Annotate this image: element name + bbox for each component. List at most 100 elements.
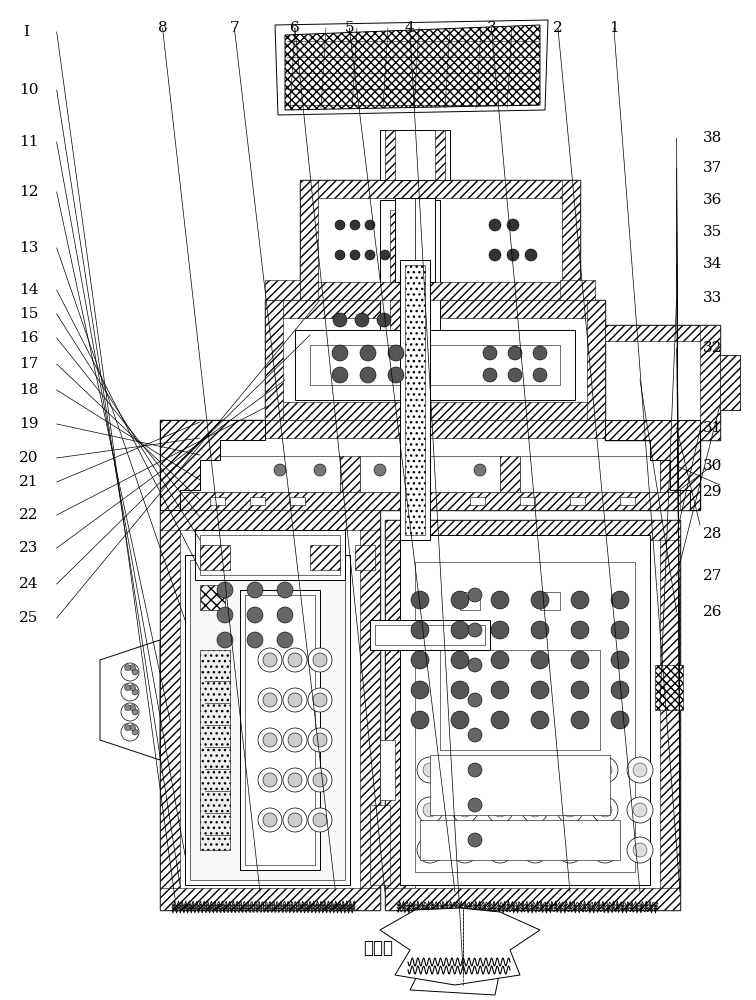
Bar xyxy=(655,665,683,710)
Bar xyxy=(660,456,680,492)
Text: 38: 38 xyxy=(703,131,722,145)
Circle shape xyxy=(350,220,360,230)
Circle shape xyxy=(468,728,482,742)
Text: 36: 36 xyxy=(703,193,723,207)
Bar xyxy=(587,300,605,420)
Bar xyxy=(700,325,720,440)
Circle shape xyxy=(217,632,233,648)
Circle shape xyxy=(132,669,138,675)
Circle shape xyxy=(277,632,293,648)
Text: 18: 18 xyxy=(19,383,39,397)
Circle shape xyxy=(533,368,547,382)
Circle shape xyxy=(611,651,629,669)
Circle shape xyxy=(557,757,583,783)
Circle shape xyxy=(611,711,629,729)
Bar xyxy=(300,282,580,300)
Text: 4: 4 xyxy=(405,21,414,35)
Text: 35: 35 xyxy=(703,225,722,239)
Circle shape xyxy=(125,725,131,731)
Circle shape xyxy=(458,763,472,777)
Circle shape xyxy=(507,249,519,261)
Circle shape xyxy=(557,797,583,823)
Text: 26: 26 xyxy=(703,605,723,619)
Text: 17: 17 xyxy=(19,357,39,371)
Bar xyxy=(605,325,720,341)
Circle shape xyxy=(263,813,277,827)
Circle shape xyxy=(531,591,549,609)
Bar xyxy=(560,280,595,300)
Circle shape xyxy=(332,345,348,361)
Circle shape xyxy=(611,591,629,609)
Bar xyxy=(395,198,435,282)
Circle shape xyxy=(388,367,404,383)
Circle shape xyxy=(313,773,327,787)
Bar xyxy=(160,510,380,910)
Circle shape xyxy=(411,651,429,669)
Circle shape xyxy=(417,757,443,783)
Text: 2: 2 xyxy=(553,21,562,35)
Bar xyxy=(605,424,720,440)
Bar xyxy=(250,497,265,505)
Text: 27: 27 xyxy=(703,569,723,583)
Circle shape xyxy=(493,843,507,857)
Bar xyxy=(570,497,585,505)
Circle shape xyxy=(611,621,629,639)
Bar xyxy=(210,497,225,505)
Bar xyxy=(200,535,340,575)
Bar xyxy=(265,300,605,420)
Bar xyxy=(380,740,395,800)
Circle shape xyxy=(528,843,542,857)
Text: 23: 23 xyxy=(19,541,39,555)
Circle shape xyxy=(491,681,509,699)
Circle shape xyxy=(458,843,472,857)
Polygon shape xyxy=(425,910,500,980)
Circle shape xyxy=(288,653,302,667)
Circle shape xyxy=(627,837,653,863)
Text: 19: 19 xyxy=(19,417,39,431)
Bar xyxy=(195,530,345,580)
Bar xyxy=(200,545,230,570)
Bar xyxy=(420,820,620,860)
Circle shape xyxy=(125,665,131,671)
Circle shape xyxy=(277,607,293,623)
Circle shape xyxy=(508,368,522,382)
Bar xyxy=(360,456,500,492)
Bar xyxy=(190,560,345,880)
Circle shape xyxy=(627,757,653,783)
Circle shape xyxy=(283,728,307,752)
Circle shape xyxy=(451,651,469,669)
Polygon shape xyxy=(285,25,540,110)
Circle shape xyxy=(451,591,469,609)
Bar xyxy=(385,130,395,180)
Text: 5: 5 xyxy=(345,21,354,35)
Circle shape xyxy=(531,651,549,669)
Text: 37: 37 xyxy=(703,161,722,175)
Circle shape xyxy=(129,665,135,671)
Circle shape xyxy=(332,367,348,383)
Circle shape xyxy=(531,681,549,699)
Circle shape xyxy=(274,464,286,476)
Bar xyxy=(415,562,635,872)
Bar xyxy=(660,520,680,910)
Circle shape xyxy=(283,808,307,832)
Circle shape xyxy=(263,693,277,707)
Polygon shape xyxy=(100,640,160,760)
Circle shape xyxy=(350,250,360,260)
Circle shape xyxy=(451,711,469,729)
Bar xyxy=(185,555,350,885)
Bar xyxy=(375,625,485,645)
Circle shape xyxy=(263,653,277,667)
Circle shape xyxy=(491,591,509,609)
Bar xyxy=(360,510,380,910)
Circle shape xyxy=(288,733,302,747)
Bar xyxy=(200,585,225,610)
Bar xyxy=(385,520,680,540)
Circle shape xyxy=(598,763,612,777)
Circle shape xyxy=(452,797,478,823)
Circle shape xyxy=(491,621,509,639)
Circle shape xyxy=(423,763,437,777)
Bar xyxy=(265,300,605,318)
Circle shape xyxy=(132,709,138,715)
Circle shape xyxy=(360,367,376,383)
Circle shape xyxy=(217,582,233,598)
